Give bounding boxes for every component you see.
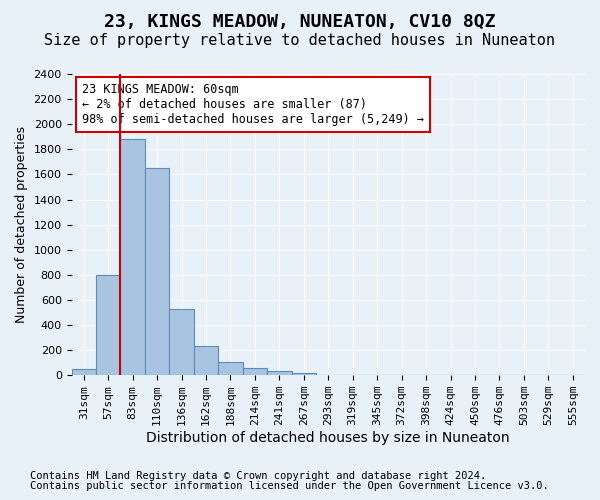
Bar — [96, 275, 121, 375]
Text: Contains public sector information licensed under the Open Government Licence v3: Contains public sector information licen… — [30, 481, 549, 491]
Bar — [292, 374, 316, 375]
Text: Contains HM Land Registry data © Crown copyright and database right 2024.: Contains HM Land Registry data © Crown c… — [30, 471, 486, 481]
Bar — [169, 308, 194, 375]
Bar — [71, 369, 96, 375]
Text: Size of property relative to detached houses in Nuneaton: Size of property relative to detached ho… — [44, 32, 556, 48]
Bar — [194, 346, 218, 375]
Text: 23, KINGS MEADOW, NUNEATON, CV10 8QZ: 23, KINGS MEADOW, NUNEATON, CV10 8QZ — [104, 12, 496, 30]
X-axis label: Distribution of detached houses by size in Nuneaton: Distribution of detached houses by size … — [146, 431, 510, 445]
Bar — [218, 362, 242, 375]
Bar — [242, 368, 267, 375]
Bar — [267, 372, 292, 375]
Text: 23 KINGS MEADOW: 60sqm
← 2% of detached houses are smaller (87)
98% of semi-deta: 23 KINGS MEADOW: 60sqm ← 2% of detached … — [82, 83, 424, 126]
Y-axis label: Number of detached properties: Number of detached properties — [15, 126, 28, 323]
Bar — [145, 168, 169, 375]
Bar — [121, 140, 145, 375]
Bar — [316, 374, 340, 375]
